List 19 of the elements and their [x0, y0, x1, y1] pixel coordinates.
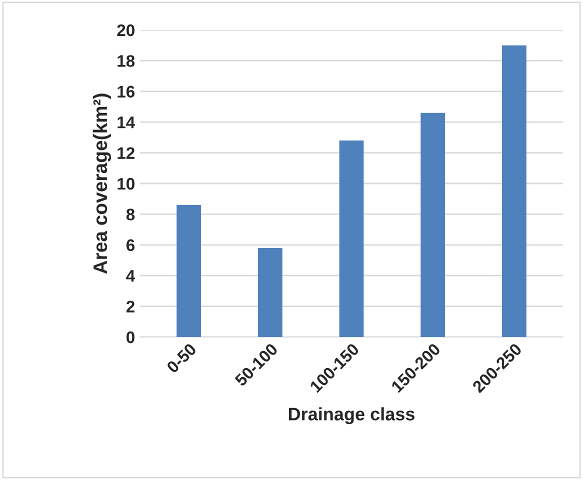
y-tick-label: 6 — [126, 239, 135, 252]
y-tick-label: 14 — [118, 116, 136, 128]
bar — [339, 140, 364, 337]
bar — [420, 112, 446, 337]
y-tick-label: 20 — [117, 24, 134, 36]
bar — [502, 45, 526, 337]
x-tick-label: 0-50 — [166, 342, 197, 374]
y-axis-title: Area coverage(km²) — [92, 94, 112, 274]
y-tick-label: 10 — [118, 178, 134, 190]
y-tick-label: 2 — [126, 300, 134, 312]
y-tick-label: 8 — [126, 208, 135, 220]
bar — [258, 248, 282, 337]
y-tick-label: 12 — [118, 147, 134, 159]
y-tick-label: 0 — [126, 331, 134, 344]
bar — [176, 204, 202, 337]
y-tick-label: 4 — [126, 270, 136, 282]
y-tick-label: 18 — [118, 55, 135, 67]
x-axis-title: Drainage class — [288, 407, 414, 424]
y-tick-label: 16 — [118, 86, 135, 98]
